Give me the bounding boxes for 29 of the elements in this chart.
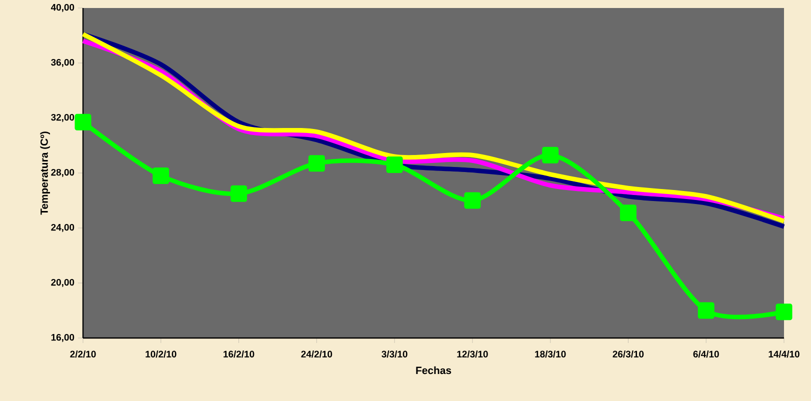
- x-tick-label: 6/4/10: [693, 350, 719, 358]
- y-tick-label: 20,00: [51, 278, 74, 288]
- x-tick-label: 16/2/10: [224, 350, 254, 358]
- x-axis-title: Fechas: [416, 366, 452, 374]
- y-tick-label: 28,00: [51, 168, 74, 178]
- point: [464, 192, 481, 209]
- x-tick-label: 2/2/10: [70, 350, 96, 358]
- point: [698, 302, 714, 319]
- point: [152, 167, 170, 184]
- point: [542, 146, 559, 164]
- y-axis-title: Temperatura (Cº): [40, 132, 50, 215]
- x-tick-label: 3/3/10: [382, 350, 408, 358]
- x-tick-label: 10/2/10: [146, 350, 176, 358]
- point: [230, 185, 248, 202]
- x-tick-label: 26/3/10: [612, 350, 644, 358]
- x-tick-label: 24/2/10: [301, 350, 332, 358]
- x-tick-label: 12/3/10: [457, 350, 488, 358]
- point: [308, 155, 325, 172]
- y-tick-label: 40,00: [50, 4, 74, 12]
- point: [74, 114, 92, 130]
- x-tick-label: 18/3/10: [535, 350, 566, 358]
- y-tick-label: 24,00: [51, 224, 74, 232]
- y-tick-label: 36,00: [51, 58, 74, 68]
- x-tick-label: 14/4/10: [768, 350, 800, 358]
- point: [776, 304, 792, 320]
- y-tick-label: 16,00: [51, 334, 74, 342]
- y-tick-label: 32,00: [51, 114, 74, 122]
- point: [386, 156, 403, 173]
- point: [620, 204, 636, 222]
